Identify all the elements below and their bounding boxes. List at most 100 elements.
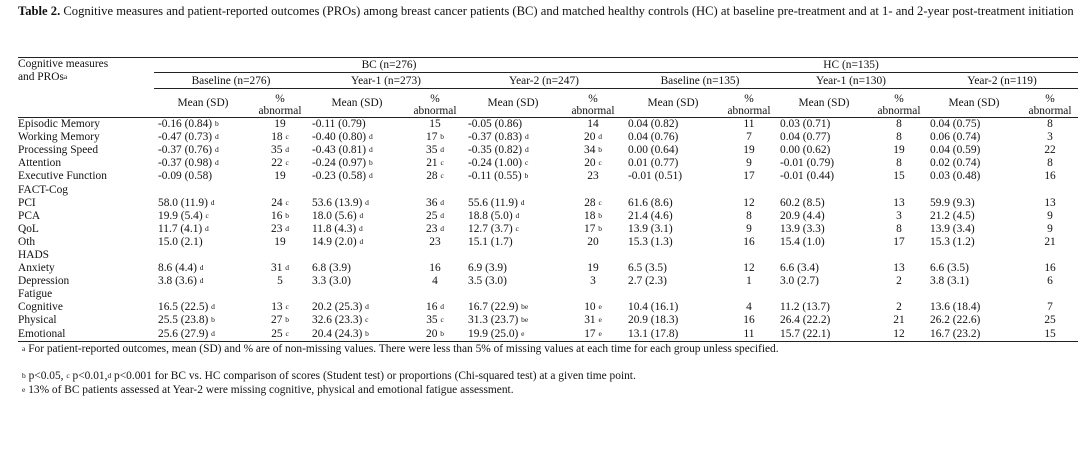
significance-marker: e [598,315,602,325]
mean-sd-cell: -0.23 (0.58) d [312,170,373,183]
mean-sd-cell: 20.2 (25.3) d [312,301,369,314]
mean-sd-cell: 21.4 (4.6) [628,209,673,222]
pct-abnormal-cell: 19 [587,262,599,275]
table-caption: Table 2. Cognitive measures and patient-… [18,0,1078,43]
significance-marker: d [199,276,204,286]
mean-sd-cell: 0.04 (0.82) [628,118,679,131]
pct-abnormal-cell: 8 [1047,157,1053,170]
mean-sd-cell: 6.6 (3.4) [780,262,819,275]
mean-sd-cell: 61.6 (8.6) [628,196,673,209]
pct-abnormal-cell: 21 [893,314,905,327]
pct-abnormal-cell: 3 [1047,131,1053,144]
pct-abnormal-cell: 25 d [426,209,444,222]
table-row: Episodic Memory -0.16 (0.84) b 19 -0.11 (0.… [18,118,1078,132]
mean-sd-cell: 0.03 (0.71) [780,118,831,131]
mean-sd-cell: 21.2 (4.5) [930,209,975,222]
mean-sd-cell: -0.37 (0.76) d [158,144,219,157]
pct-abnormal-cell: 35 c [426,314,444,327]
pct-abnormal-cell: 8 [746,209,752,222]
mean-sd-cell: -0.37 (0.83) d [468,131,529,144]
mean-sd-cell: 18.8 (5.0) d [468,209,520,222]
mean-sd-cell: 0.04 (0.59) [930,144,981,157]
mean-sd-cell: -0.05 (0.86) [468,118,523,131]
mean-sd-cell: 25.6 (27.9) d [158,327,215,340]
table-row: PCI 58.0 (11.9) d 24 c 53.6 (13.9) d 36 d 55.… [18,197,1078,210]
group-header-hc: HC (n=135) [624,57,1079,73]
mean-sd-cell: 13.6 (18.4) [930,301,981,314]
pct-abnormal-cell: 20 d [584,131,602,144]
significance-marker: c [285,328,289,338]
pct-abnormal-cell: 21 [1044,235,1056,248]
mean-sd-cell: 0.00 (0.64) [628,144,679,157]
mean-sd-cell: 20.4 (24.3) b [312,327,369,340]
pct-abnormal-cell: 19 [274,170,286,183]
empty-header-cell [18,89,154,118]
mean-sd-header: Mean (SD) [948,97,1000,109]
significance-marker: d [285,263,289,273]
significance-marker: d [440,302,444,312]
pct-abnormal-cell: 19 [893,144,905,157]
mean-sd-cell: 26.2 (22.6) [930,314,981,327]
pct-abnormal-cell: 23 [429,235,441,248]
table-row: QoL 11.7 (4.1) d 23 d 11.8 (4.3) d 23 d 12.7 … [18,223,1078,236]
pct-abnormal-cell: 20 b [426,327,444,340]
table-row: Oth 15.0 (2.1) 19 14.9 (2.0) d 23 15.1 (1.7) 2… [18,236,1078,249]
mean-sd-cell: 6.5 (3.5) [628,262,667,275]
pct-abnormal-cell: 13 c [271,301,289,314]
pct-abnormal-cell: 13 [1044,196,1056,209]
mean-sd-cell: 31.3 (23.7) be [468,314,529,327]
pct-abnormal-cell: 12 [743,262,755,275]
significance-marker: c [440,315,444,325]
pct-abnormal-cell: 25 c [271,327,289,340]
table-row: Working Memory -0.47 (0.73) d 18 c -0.40 (0… [18,131,1078,144]
significance-marker: be [521,315,529,325]
pct-abnormal-cell: 17 [743,170,755,183]
pct-abnormal-cell: 16 [429,262,441,275]
table-row: PCA 19.9 (5.4) c 16 b 18.0 (5.6) d 25 d 18.8 … [18,210,1078,223]
pct-abnormal-cell: 18 b [584,209,602,222]
significance-marker: d [210,197,215,207]
significance-marker: c [285,302,289,312]
mean-sd-cell: 15.1 (1.7) [468,235,513,248]
mean-sd-header: Mean (SD) [487,97,539,109]
group-header-bc: BC (n=276) [154,57,624,73]
mean-sd-cell: -0.40 (0.80) d [312,131,373,144]
significance-marker: b [598,210,602,220]
mean-sd-cell: 0.04 (0.76) [628,131,679,144]
subgroup-header: Year-2 (n=119) [926,72,1079,89]
significance-marker: d [199,263,204,273]
pct-abnormal-cell: 12 [743,196,755,209]
pct-abnormal-cell: 17 [893,235,905,248]
pct-abnormal-cell: 8 [896,131,902,144]
pct-abnormal-cell: 14 [587,118,599,131]
significance-marker: d [515,210,520,220]
mean-sd-cell: 15.7 (22.1) [780,327,831,340]
significance-marker: e [521,328,525,338]
mean-sd-cell: 13.9 (3.4) [930,222,975,235]
significance-marker: d [368,171,373,181]
significance-marker: d [285,223,289,233]
table-row: Anxiety 8.6 (4.4) d 31 d 6.8 (3.9) 16 6.9 (3.… [18,262,1078,275]
section-row: Fatigue [18,288,1078,301]
mean-sd-cell: 19.9 (5.4) c [158,209,209,222]
pct-abnormal-cell: 18 c [271,131,289,144]
significance-marker: d [205,223,209,233]
significance-marker: d [440,210,444,220]
significance-marker: c [285,158,289,168]
significance-marker: d [440,223,444,233]
pct-abnormal-cell: 24 c [271,196,289,209]
subgroup-header: Year-2 (n=247) [464,72,624,89]
section-row: HADS [18,249,1078,262]
pct-abnormal-cell: 4 [746,301,752,314]
significance-marker: c [285,197,289,207]
pct-abnormal-cell: 20 [587,235,599,248]
pct-abnormal-cell: 17 b [584,222,602,235]
pct-abnormal-cell: 15 [1044,327,1056,340]
table-figure: Table 2. Cognitive measures and patient-… [18,0,1079,397]
significance-marker: b [365,328,369,338]
section-label: Fatigue [18,288,53,301]
pct-abnormal-cell: 3 [896,209,902,222]
pct-abnormal-cell: 34 b [584,144,602,157]
mean-sd-cell: -0.01 (0.44) [780,170,835,183]
pct-abnormal-cell: 19 [743,144,755,157]
